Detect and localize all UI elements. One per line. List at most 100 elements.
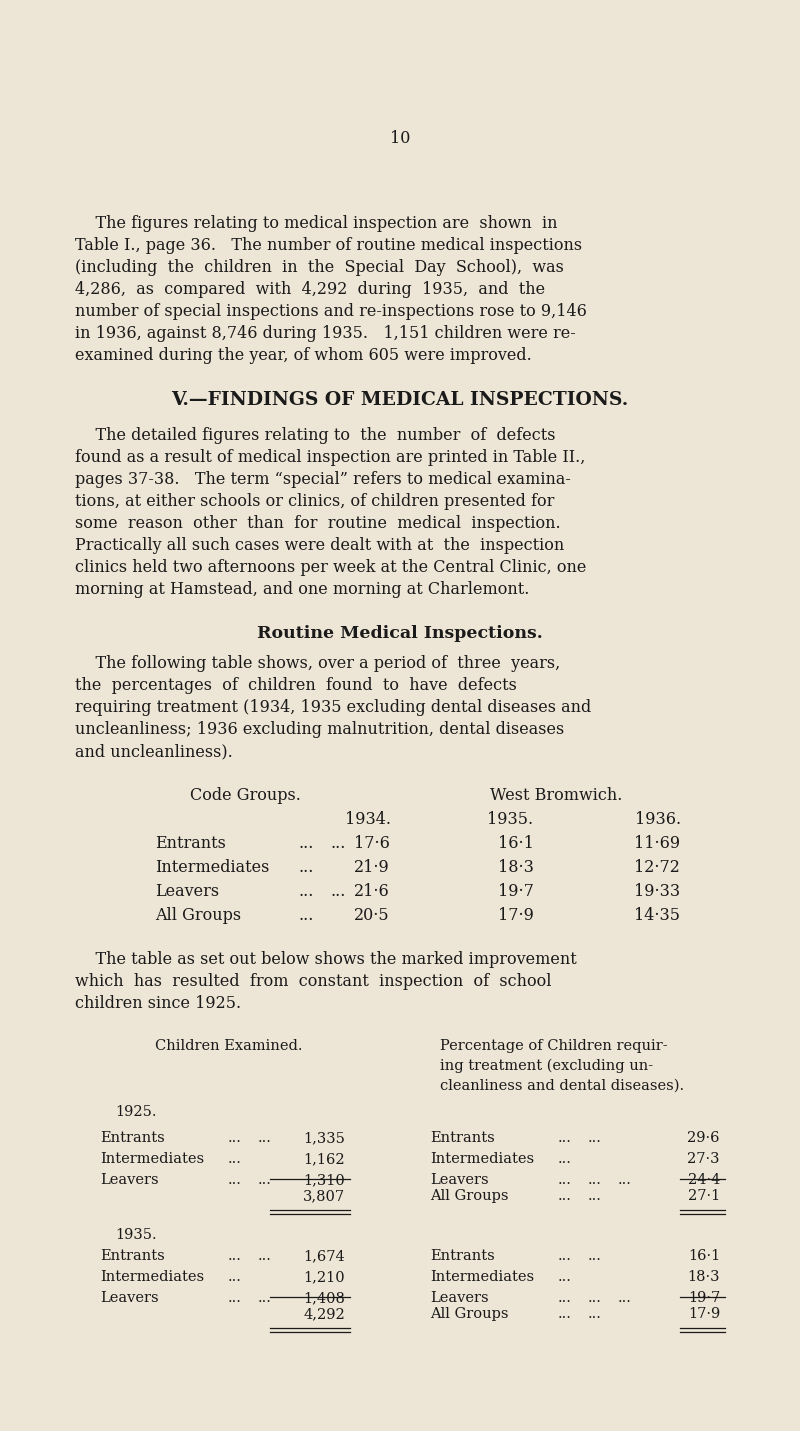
Text: 29·6: 29·6	[687, 1130, 720, 1145]
Text: ...: ...	[228, 1130, 242, 1145]
Text: (including  the  children  in  the  Special  Day  School),  was: (including the children in the Special D…	[75, 259, 564, 276]
Text: The following table shows, over a period of  three  years,: The following table shows, over a period…	[75, 655, 560, 673]
Text: 1936.: 1936.	[635, 811, 681, 829]
Text: Leavers: Leavers	[430, 1173, 489, 1186]
Text: the  percentages  of  children  found  to  have  defects: the percentages of children found to hav…	[75, 677, 517, 694]
Text: Code Groups.: Code Groups.	[190, 787, 301, 804]
Text: ...: ...	[588, 1189, 602, 1203]
Text: Intermediates: Intermediates	[100, 1269, 204, 1284]
Text: Leavers: Leavers	[100, 1291, 158, 1305]
Text: 17·9: 17·9	[498, 907, 534, 924]
Text: ...: ...	[558, 1249, 572, 1264]
Text: ...: ...	[258, 1291, 272, 1305]
Text: 27·1: 27·1	[688, 1189, 720, 1203]
Text: ...: ...	[298, 836, 314, 851]
Text: 16·1: 16·1	[498, 836, 534, 851]
Text: ...: ...	[298, 859, 314, 876]
Text: The figures relating to medical inspection are  shown  in: The figures relating to medical inspecti…	[75, 215, 558, 232]
Text: some  reason  other  than  for  routine  medical  inspection.: some reason other than for routine medic…	[75, 515, 561, 532]
Text: ...: ...	[588, 1307, 602, 1321]
Text: ...: ...	[618, 1291, 632, 1305]
Text: ...: ...	[330, 836, 346, 851]
Text: ...: ...	[618, 1173, 632, 1186]
Text: 1,310: 1,310	[303, 1173, 345, 1186]
Text: Intermediates: Intermediates	[100, 1152, 204, 1166]
Text: ...: ...	[558, 1307, 572, 1321]
Text: ...: ...	[258, 1173, 272, 1186]
Text: 20·5: 20·5	[354, 907, 390, 924]
Text: ing treatment (excluding un-: ing treatment (excluding un-	[440, 1059, 653, 1073]
Text: V.—FINDINGS OF MEDICAL INSPECTIONS.: V.—FINDINGS OF MEDICAL INSPECTIONS.	[171, 391, 629, 409]
Text: All Groups: All Groups	[430, 1189, 509, 1203]
Text: ...: ...	[228, 1152, 242, 1166]
Text: and uncleanliness).: and uncleanliness).	[75, 743, 233, 760]
Text: ...: ...	[588, 1173, 602, 1186]
Text: 19·7: 19·7	[498, 883, 534, 900]
Text: 21·6: 21·6	[354, 883, 390, 900]
Text: ...: ...	[298, 907, 314, 924]
Text: 1,674: 1,674	[303, 1249, 345, 1264]
Text: ...: ...	[588, 1130, 602, 1145]
Text: ...: ...	[558, 1130, 572, 1145]
Text: 27·3: 27·3	[687, 1152, 720, 1166]
Text: ...: ...	[258, 1249, 272, 1264]
Text: ...: ...	[228, 1249, 242, 1264]
Text: in 1936, against 8,746 during 1935.   1,151 children were re-: in 1936, against 8,746 during 1935. 1,15…	[75, 325, 576, 342]
Text: found as a result of medical inspection are printed in Table II.,: found as a result of medical inspection …	[75, 449, 586, 467]
Text: ...: ...	[330, 883, 346, 900]
Text: 18·3: 18·3	[687, 1269, 720, 1284]
Text: The table as set out below shows the marked improvement: The table as set out below shows the mar…	[75, 952, 577, 967]
Text: 1925.: 1925.	[115, 1105, 157, 1119]
Text: clinics held two afternoons per week at the Central Clinic, one: clinics held two afternoons per week at …	[75, 560, 586, 577]
Text: 4,292: 4,292	[303, 1307, 345, 1321]
Text: ...: ...	[588, 1291, 602, 1305]
Text: 4,286,  as  compared  with  4,292  during  1935,  and  the: 4,286, as compared with 4,292 during 193…	[75, 280, 545, 298]
Text: 21·9: 21·9	[354, 859, 390, 876]
Text: Table I., page 36.   The number of routine medical inspections: Table I., page 36. The number of routine…	[75, 238, 582, 253]
Text: tions, at either schools or clinics, of children presented for: tions, at either schools or clinics, of …	[75, 494, 554, 509]
Text: cleanliness and dental diseases).: cleanliness and dental diseases).	[440, 1079, 684, 1093]
Text: 1,210: 1,210	[303, 1269, 345, 1284]
Text: 17·6: 17·6	[354, 836, 390, 851]
Text: ...: ...	[228, 1173, 242, 1186]
Text: morning at Hamstead, and one morning at Charlemont.: morning at Hamstead, and one morning at …	[75, 581, 530, 598]
Text: 1935.: 1935.	[115, 1228, 157, 1242]
Text: Routine Medical Inspections.: Routine Medical Inspections.	[257, 625, 543, 643]
Text: West Bromwich.: West Bromwich.	[490, 787, 622, 804]
Text: 18·3: 18·3	[498, 859, 534, 876]
Text: All Groups: All Groups	[430, 1307, 509, 1321]
Text: Percentage of Children requir-: Percentage of Children requir-	[440, 1039, 668, 1053]
Text: Intermediates: Intermediates	[430, 1152, 534, 1166]
Text: 1,335: 1,335	[303, 1130, 345, 1145]
Text: uncleanliness; 1936 excluding malnutrition, dental diseases: uncleanliness; 1936 excluding malnutriti…	[75, 721, 564, 738]
Text: Entrants: Entrants	[430, 1249, 494, 1264]
Text: ...: ...	[588, 1249, 602, 1264]
Text: ...: ...	[228, 1291, 242, 1305]
Text: requiring treatment (1934, 1935 excluding dental diseases and: requiring treatment (1934, 1935 excludin…	[75, 698, 591, 716]
Text: pages 37-38.   The term “special” refers to medical examina-: pages 37-38. The term “special” refers t…	[75, 471, 571, 488]
Text: 1,408: 1,408	[303, 1291, 345, 1305]
Text: Intermediates: Intermediates	[155, 859, 270, 876]
Text: 11·69: 11·69	[634, 836, 680, 851]
Text: ...: ...	[558, 1189, 572, 1203]
Text: Leavers: Leavers	[155, 883, 219, 900]
Text: Leavers: Leavers	[430, 1291, 489, 1305]
Text: ...: ...	[258, 1130, 272, 1145]
Text: ...: ...	[558, 1173, 572, 1186]
Text: 1,162: 1,162	[303, 1152, 345, 1166]
Text: 24·4: 24·4	[688, 1173, 720, 1186]
Text: 16·1: 16·1	[688, 1249, 720, 1264]
Text: 19·33: 19·33	[634, 883, 680, 900]
Text: children since 1925.: children since 1925.	[75, 995, 241, 1012]
Text: 10: 10	[390, 130, 410, 147]
Text: 12·72: 12·72	[634, 859, 680, 876]
Text: 1934.: 1934.	[345, 811, 391, 829]
Text: examined during the year, of whom 605 were improved.: examined during the year, of whom 605 we…	[75, 346, 532, 363]
Text: 3,807: 3,807	[303, 1189, 345, 1203]
Text: Leavers: Leavers	[100, 1173, 158, 1186]
Text: Children Examined.: Children Examined.	[155, 1039, 302, 1053]
Text: 17·9: 17·9	[688, 1307, 720, 1321]
Text: ...: ...	[558, 1269, 572, 1284]
Text: Practically all such cases were dealt with at  the  inspection: Practically all such cases were dealt wi…	[75, 537, 564, 554]
Text: Entrants: Entrants	[100, 1249, 165, 1264]
